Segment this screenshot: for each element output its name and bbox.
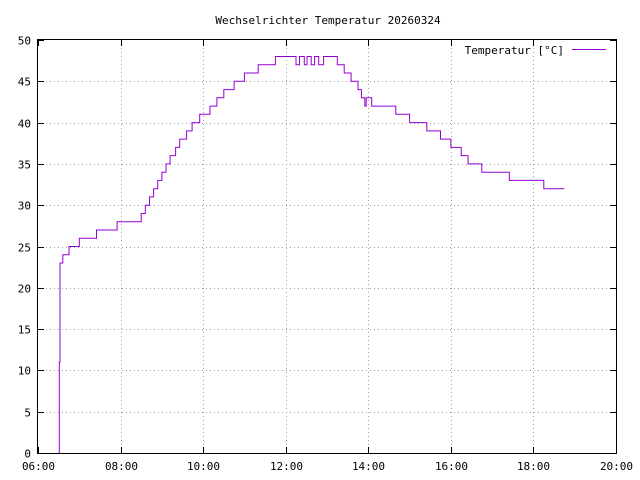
y-tick-label: 0 (24, 448, 31, 461)
x-tick-label: 10:00 (187, 460, 220, 473)
x-tick-label: 18:00 (517, 460, 550, 473)
y-tick-label: 5 (24, 407, 31, 420)
x-tick-label: 14:00 (352, 460, 385, 473)
x-tick-label: 08:00 (105, 460, 138, 473)
legend: Temperatur [°C] (465, 44, 606, 57)
x-tick-label: 06:00 (22, 460, 55, 473)
x-tick-label: 12:00 (270, 460, 303, 473)
series-layer (58, 56, 565, 454)
y-tick-label: 30 (18, 200, 31, 213)
y-tick-label: 35 (18, 159, 31, 172)
legend-label: Temperatur [°C] (465, 44, 564, 57)
x-tick-label: 20:00 (600, 460, 633, 473)
chart-title: Wechselrichter Temperatur 20260324 (215, 14, 441, 27)
y-tick-label: 40 (18, 118, 31, 131)
axis-ticks (38, 40, 617, 454)
tick-labels: 0 5 10 15 20 25 30 35 40 45 50 06:00 08:00 10:00 12:00… (18, 35, 633, 474)
y-tick-label: 45 (18, 76, 31, 89)
grid (38, 40, 616, 453)
y-tick-label: 20 (18, 283, 31, 296)
y-tick-label: 25 (18, 242, 31, 255)
y-tick-label: 10 (18, 365, 31, 378)
plot-frame (37, 39, 617, 454)
y-tick-label: 15 (18, 324, 31, 337)
y-tick-label: 50 (18, 35, 31, 48)
x-tick-label: 16:00 (435, 460, 468, 473)
series-line (58, 56, 565, 454)
